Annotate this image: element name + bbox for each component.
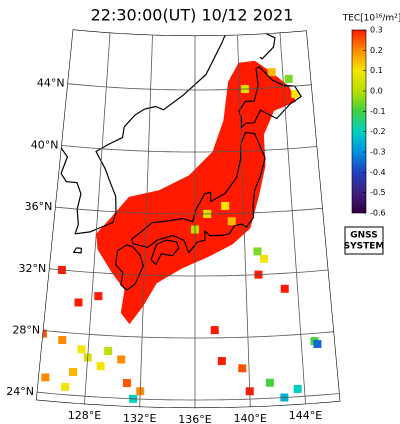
tec-cell: [221, 201, 230, 210]
colorbar-tick-label: -0.1: [370, 107, 386, 116]
lat-grid-line: [43, 330, 334, 339]
lon-grid-line: [279, 32, 306, 404]
badge-line: SYSTEM: [344, 242, 385, 252]
tec-cell: [238, 364, 247, 373]
lon-grid-line: [84, 32, 111, 404]
lon-label: 132°E: [123, 412, 156, 424]
coastline: [259, 29, 276, 60]
coastline: [150, 239, 180, 266]
lon-label: 136°E: [178, 413, 211, 424]
tec-cell: [74, 298, 83, 307]
lat-label: 24°N: [6, 385, 34, 398]
title: 22:30:00(UT) 10/12 2021: [91, 6, 294, 25]
coastline: [73, 247, 82, 254]
tec-cell: [293, 384, 302, 393]
coastline: [131, 131, 266, 254]
colorbar-tick-label: 0.2: [370, 46, 383, 55]
map-frame: [35, 29, 341, 409]
tec-cell: [313, 340, 322, 349]
lat-label: 32°N: [19, 262, 47, 275]
tec-cell: [58, 336, 67, 345]
colorbar-tick-label: -0.2: [370, 127, 386, 136]
tec-cell: [280, 284, 289, 293]
lat-label: 40°N: [31, 138, 59, 151]
tec-cell: [104, 347, 113, 356]
lat-grid-line: [36, 391, 340, 401]
coastline: [36, 29, 233, 235]
tec-cell: [77, 345, 86, 354]
badge-line: GNSS: [350, 231, 377, 241]
colorbar-tick-label: 0.1: [370, 66, 383, 75]
coastline: [238, 66, 302, 129]
lat-grid-line: [49, 268, 329, 277]
lat-grid-line: [67, 83, 312, 91]
lon-label: 128°E: [68, 409, 101, 422]
tec-cell: [253, 247, 262, 256]
tec-cell: [69, 368, 78, 377]
tec-cell: [117, 355, 126, 364]
lon-grid-line: [139, 34, 153, 407]
tec-region: [96, 60, 296, 325]
lon-label: 140°E: [234, 412, 267, 424]
tec-cell: [217, 357, 226, 366]
tec-cell: [284, 74, 293, 83]
tec-cell: [41, 373, 50, 382]
colorbar-scale: [351, 29, 367, 214]
tec-cell: [94, 292, 103, 301]
axis-labels: 44°N 40°N 36°N 32°N 28°N 24°N 128°E 132°E 136°E 1…: [6, 77, 322, 424]
tec-cell: [122, 379, 131, 388]
colorbar-tick-label: -0.5: [370, 188, 386, 197]
tec-cell: [267, 68, 276, 77]
tec-cell: [61, 382, 70, 391]
colorbar: 0.3 0.2 0.1 0.0 -0.1 -0.2 -0.3 -0.4 -0.5 -0.6: [351, 26, 386, 218]
colorbar-tick-label: 0.3: [370, 26, 383, 35]
lon-grid-line: [237, 34, 251, 407]
colorbar-label: TEC[10¹⁶/m²]: [342, 14, 400, 24]
colorbar-tick-label: -0.6: [370, 209, 386, 218]
colorbar-tick-label: 0.0: [370, 87, 383, 96]
lat-label: 44°N: [37, 77, 65, 90]
tec-cell: [227, 217, 236, 226]
tec-cell: [265, 378, 274, 387]
lon-label: 144°E: [289, 409, 322, 422]
tec-cell: [291, 89, 300, 98]
badge-box: [344, 226, 384, 255]
coastline: [115, 244, 144, 291]
tec-cell: [210, 326, 219, 335]
lat-label: 36°N: [25, 200, 53, 213]
map-area: [36, 29, 340, 408]
lat-grid-line: [61, 145, 317, 153]
tec-cell: [96, 362, 105, 371]
tec-cell: [260, 254, 269, 263]
colorbar-tick-label: -0.4: [370, 168, 386, 177]
lat-grid-line: [55, 206, 323, 215]
lat-label: 28°N: [12, 323, 40, 336]
colorbar-tick-label: -0.3: [370, 148, 386, 157]
